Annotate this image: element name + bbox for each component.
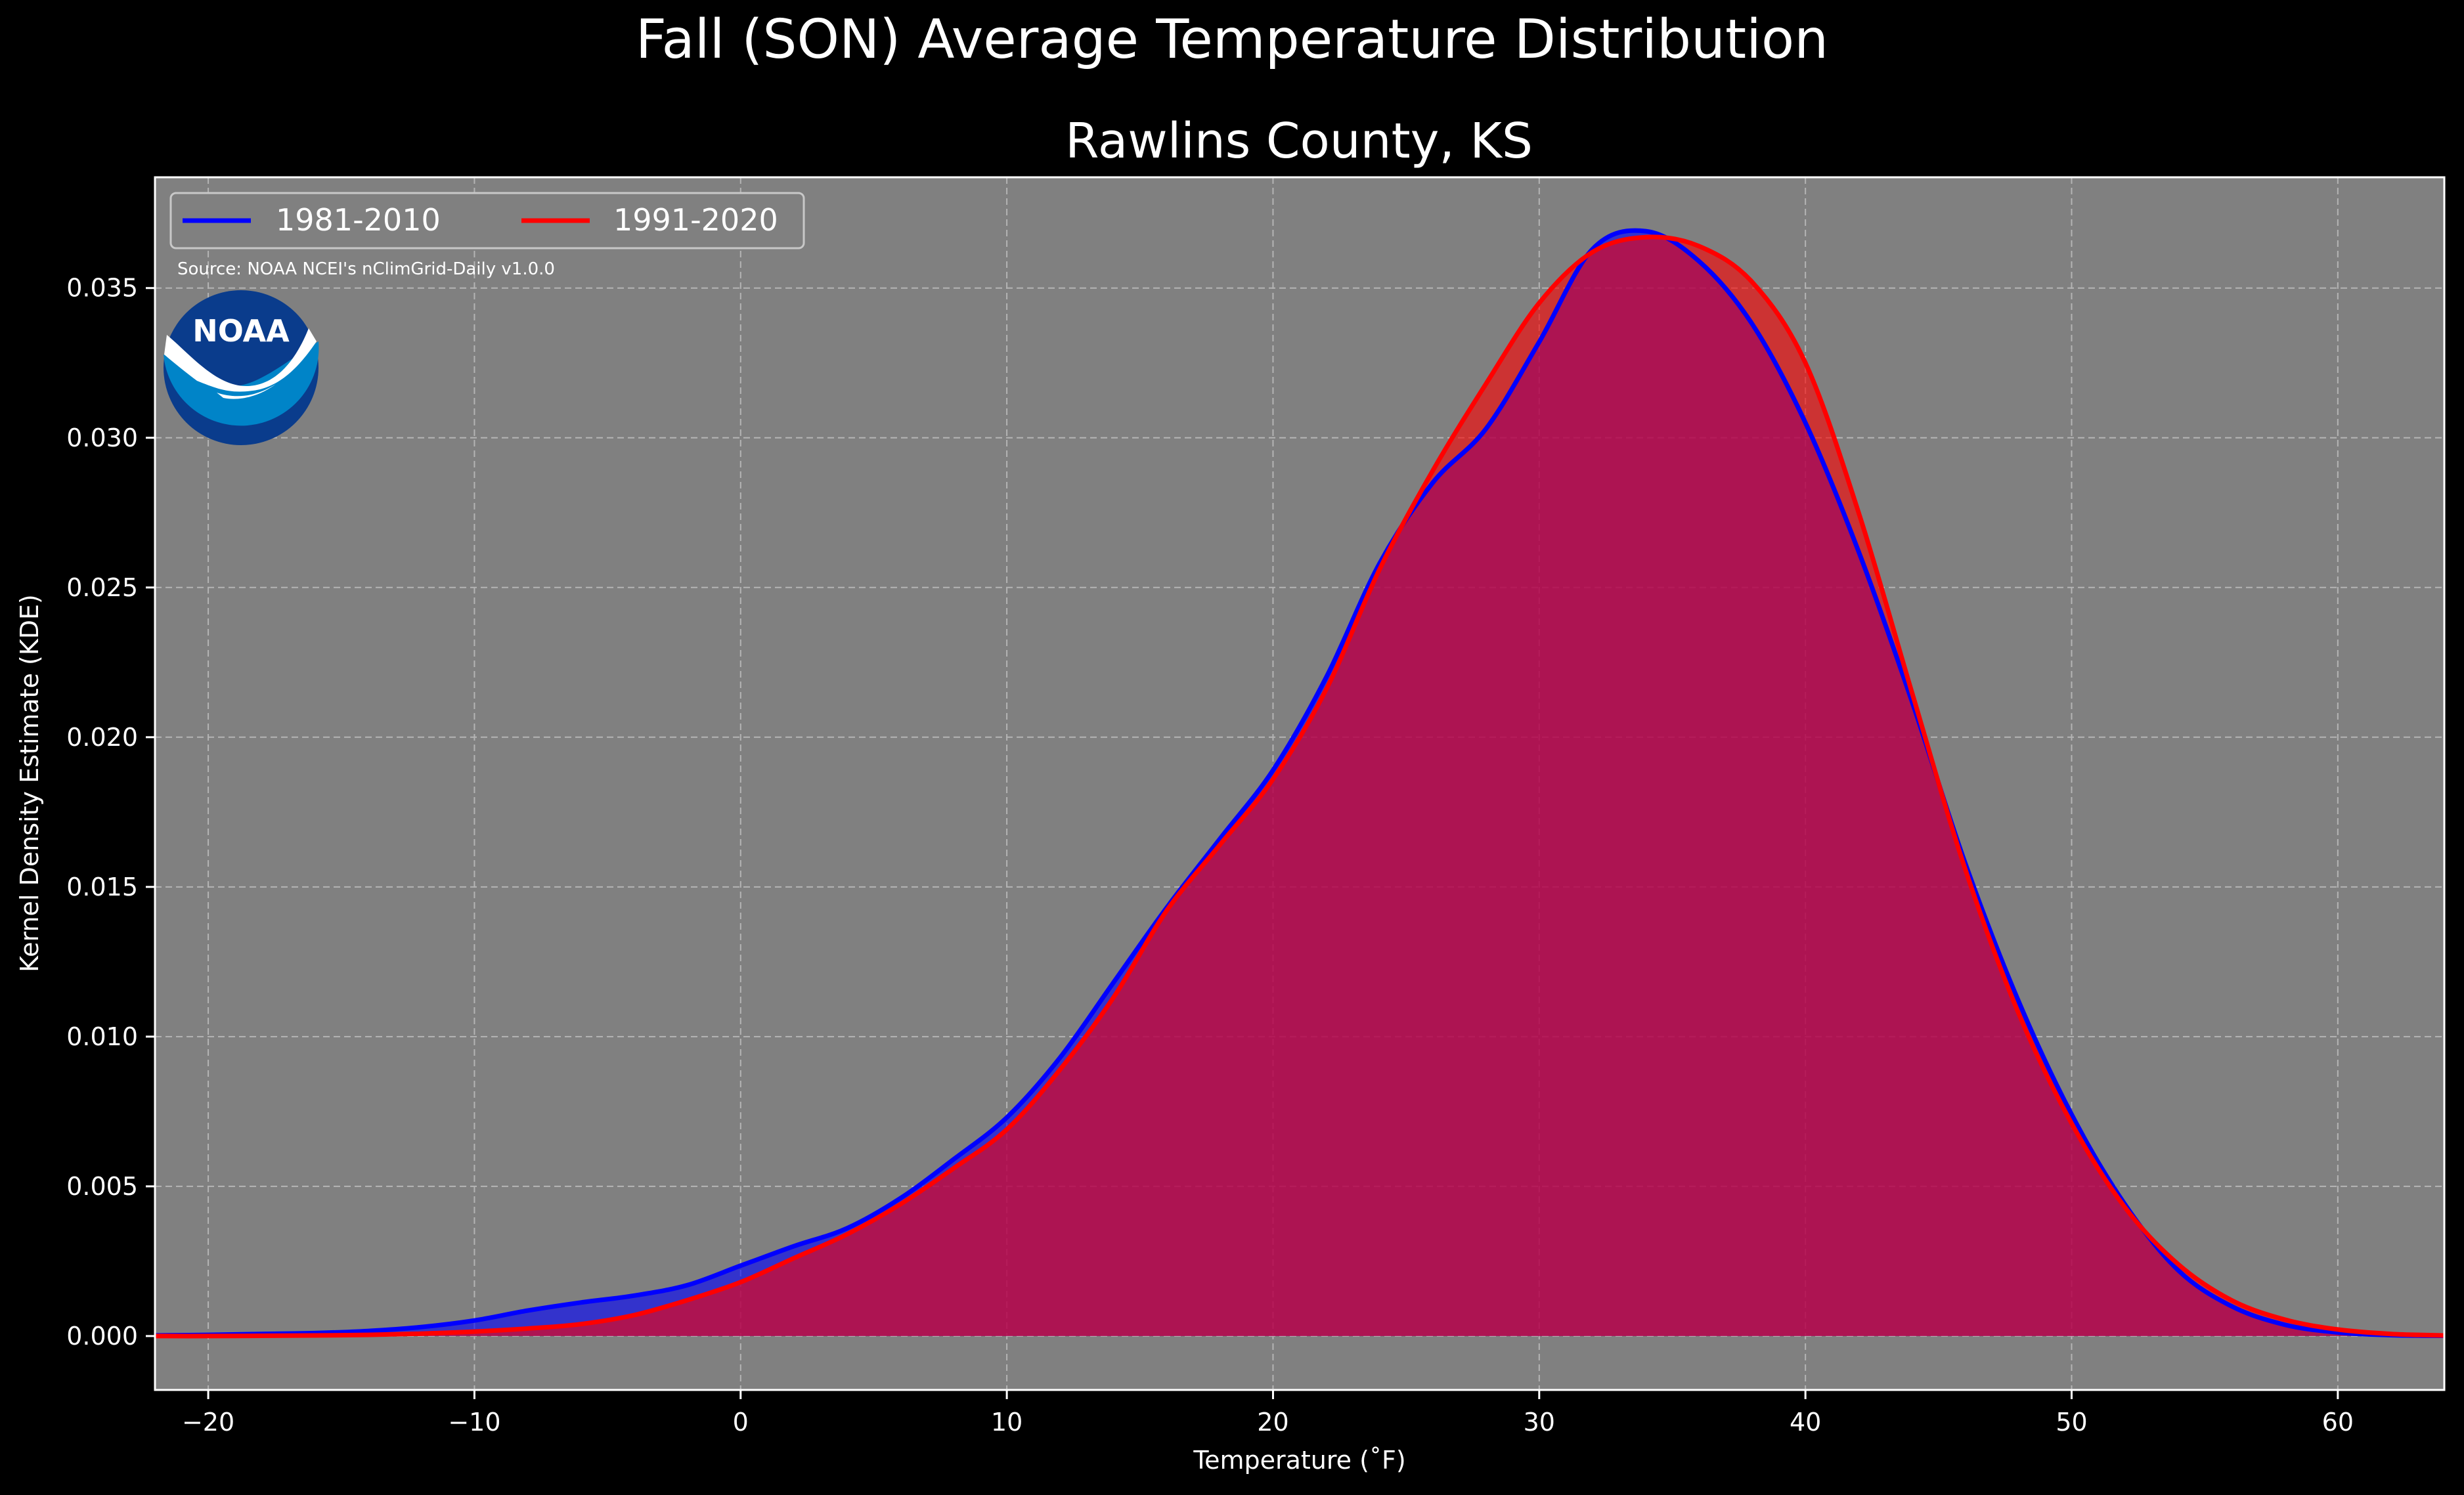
x-tick-label: 30 — [1524, 1408, 1555, 1437]
x-tick-label: 50 — [2056, 1408, 2087, 1437]
x-tick-label: 60 — [2322, 1408, 2354, 1437]
plot-frame — [154, 176, 2446, 1391]
logo-text: NOAA — [192, 313, 290, 349]
legend[interactable]: 1981-2010 1991-2020 — [169, 192, 805, 249]
y-axis-label: Kernel Density Estimate (KDE) — [15, 594, 44, 972]
series-line-1991-2020 — [154, 234, 2445, 1339]
y-tick-label: 0.025 — [66, 573, 138, 602]
y-axis: 0.000 0.005 0.010 0.015 0.020 0.025 0.030 0.035 — [66, 274, 155, 1351]
x-tick-label: 0 — [733, 1408, 749, 1437]
x-tick-label: 20 — [1257, 1408, 1288, 1437]
y-tick-label: 0.010 — [66, 1022, 138, 1051]
area-fill-1991-2020 — [155, 236, 2444, 1336]
x-tick-label: 40 — [1790, 1408, 1821, 1437]
chart-suptitle: Fall (SON) Average Temperature Distribut… — [636, 9, 1828, 71]
y-tick-label: 0.000 — [66, 1322, 138, 1351]
legend-label-1981-2010: 1981-2010 — [276, 202, 441, 238]
x-axis-label: Temperature (˚F) — [1193, 1446, 1405, 1475]
y-tick-label: 0.020 — [66, 723, 138, 752]
source-note: Source: NOAA NCEI's nClimGrid-Daily v1.0… — [177, 259, 555, 279]
x-tick-label: 10 — [991, 1408, 1023, 1437]
y-tick-label: 0.005 — [66, 1172, 138, 1201]
noaa-logo-icon: NOAA — [164, 290, 319, 445]
x-tick-label: −20 — [182, 1408, 234, 1437]
density-lines — [154, 228, 2445, 1339]
y-tick-label: 0.035 — [66, 274, 138, 303]
legend-box — [169, 192, 805, 249]
x-axis: −20 −10 0 10 20 30 40 50 60 — [182, 1390, 2354, 1437]
y-tick-label: 0.015 — [66, 873, 138, 901]
legend-label-1991-2020: 1991-2020 — [613, 202, 778, 238]
y-tick-label: 0.030 — [66, 423, 138, 452]
x-tick-label: −10 — [448, 1408, 500, 1437]
chart-title: Rawlins County, KS — [1065, 113, 1533, 169]
density-fills — [155, 230, 2444, 1336]
series-line-1981-2010 — [154, 228, 2445, 1338]
